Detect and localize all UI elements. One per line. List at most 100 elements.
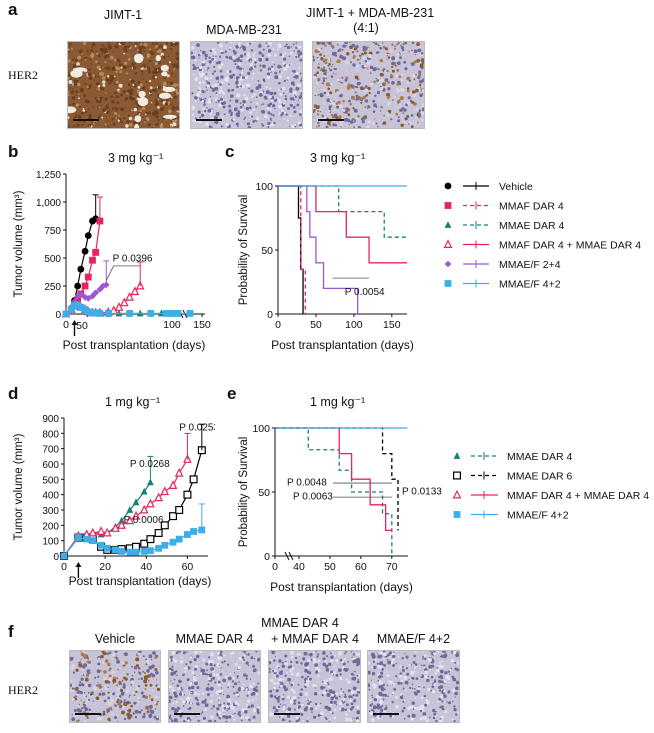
cell-nucleus bbox=[74, 115, 78, 119]
cell-nucleus bbox=[117, 687, 120, 691]
cell-nucleus bbox=[262, 78, 266, 81]
cell-nucleus bbox=[299, 126, 302, 128]
cell-nucleus bbox=[211, 126, 213, 128]
cell-nucleus bbox=[234, 63, 237, 66]
cell-nucleus bbox=[425, 699, 428, 702]
cell-nucleus bbox=[149, 90, 153, 94]
cell-nucleus bbox=[194, 58, 197, 62]
ihc-image-mmaef bbox=[367, 650, 460, 723]
cell-nucleus bbox=[130, 704, 133, 708]
cell-nucleus bbox=[75, 668, 79, 672]
cell-nucleus bbox=[393, 687, 397, 691]
cell-nucleus bbox=[175, 700, 178, 704]
p-value-annotation: P 0.0063 bbox=[293, 492, 333, 503]
cell-nucleus bbox=[245, 708, 248, 711]
cell-nucleus bbox=[295, 55, 298, 59]
cell-nucleus bbox=[204, 97, 207, 100]
cell-nucleus bbox=[420, 52, 424, 55]
cell-nucleus bbox=[235, 122, 239, 126]
cell-nucleus bbox=[344, 652, 346, 655]
cell-nucleus bbox=[197, 703, 200, 706]
cell-nucleus bbox=[326, 82, 331, 87]
cell-nucleus bbox=[282, 678, 285, 681]
cell-nucleus bbox=[440, 715, 444, 719]
cell-nucleus bbox=[149, 48, 151, 50]
cell-nucleus bbox=[277, 89, 280, 91]
cell-nucleus bbox=[431, 690, 435, 694]
x-tick-label: 40 bbox=[140, 561, 152, 573]
cell-nucleus bbox=[74, 695, 78, 698]
cell-nucleus bbox=[376, 662, 379, 665]
data-point bbox=[96, 526, 106, 535]
cell-nucleus bbox=[101, 52, 103, 54]
cell-nucleus bbox=[97, 85, 101, 88]
cell-nucleus bbox=[270, 678, 274, 683]
cell-nucleus bbox=[218, 711, 222, 715]
cell-nucleus bbox=[217, 676, 221, 680]
cell-nucleus bbox=[344, 60, 349, 65]
cell-nucleus bbox=[334, 54, 338, 57]
cell-nucleus bbox=[252, 120, 256, 123]
cell-nucleus bbox=[180, 660, 184, 664]
cell-nucleus bbox=[447, 690, 451, 694]
cell-nucleus bbox=[267, 126, 270, 128]
cell-nucleus bbox=[306, 666, 309, 670]
cell-nucleus bbox=[379, 692, 383, 697]
cell-nucleus bbox=[333, 67, 336, 71]
cell-nucleus bbox=[137, 86, 141, 89]
cell-nucleus bbox=[410, 664, 412, 666]
chart-title: 3 mg kg⁻¹ bbox=[108, 151, 163, 165]
lumen-space bbox=[70, 69, 83, 78]
data-point bbox=[119, 297, 129, 307]
cell-nucleus bbox=[429, 651, 432, 653]
cell-nucleus bbox=[87, 691, 90, 694]
cell-nucleus bbox=[346, 86, 351, 90]
cell-nucleus bbox=[230, 111, 233, 115]
x-tick-label: 50 bbox=[76, 320, 88, 332]
cell-nucleus bbox=[246, 122, 250, 126]
cell-nucleus bbox=[84, 720, 87, 722]
cell-nucleus bbox=[101, 662, 105, 665]
cell-nucleus bbox=[283, 57, 287, 61]
cell-nucleus bbox=[379, 661, 384, 665]
ihc-image-mmae-dar4 bbox=[168, 650, 261, 723]
cell-nucleus bbox=[238, 112, 241, 115]
cell-nucleus bbox=[142, 655, 145, 658]
cell-nucleus bbox=[344, 708, 347, 711]
cell-nucleus bbox=[273, 674, 276, 677]
x-tick-label: 100 bbox=[163, 319, 181, 331]
cell-nucleus bbox=[325, 125, 329, 128]
cell-nucleus bbox=[370, 672, 372, 674]
cell-nucleus bbox=[154, 44, 158, 48]
cell-nucleus bbox=[414, 688, 416, 690]
cell-nucleus bbox=[280, 88, 282, 90]
cell-nucleus bbox=[353, 699, 357, 703]
legend-marker bbox=[444, 280, 452, 287]
cell-nucleus bbox=[391, 56, 396, 61]
cell-nucleus bbox=[206, 84, 210, 88]
cell-nucleus bbox=[454, 696, 457, 698]
cell-nucleus bbox=[117, 721, 119, 722]
cell-nucleus bbox=[432, 708, 436, 713]
cell-nucleus bbox=[299, 113, 302, 116]
cell-nucleus bbox=[269, 670, 271, 674]
y-axis-label: Tumor volume (mm³) bbox=[13, 433, 25, 540]
cell-nucleus bbox=[244, 115, 247, 117]
cell-nucleus bbox=[416, 121, 419, 124]
cell-nucleus bbox=[269, 694, 274, 698]
cell-nucleus bbox=[390, 661, 394, 665]
cell-nucleus bbox=[314, 663, 318, 667]
cell-nucleus bbox=[214, 681, 217, 684]
cell-nucleus bbox=[343, 657, 347, 661]
cell-nucleus bbox=[445, 657, 447, 659]
cell-nucleus bbox=[86, 85, 89, 89]
cell-nucleus bbox=[95, 696, 100, 700]
cell-nucleus bbox=[135, 690, 138, 693]
cell-nucleus bbox=[115, 70, 118, 73]
cell-nucleus bbox=[321, 694, 324, 697]
cell-nucleus bbox=[71, 96, 76, 101]
cell-nucleus bbox=[127, 89, 131, 94]
cell-nucleus bbox=[219, 666, 221, 668]
x-tick-label: 0 bbox=[275, 319, 281, 331]
cell-nucleus bbox=[274, 75, 279, 80]
